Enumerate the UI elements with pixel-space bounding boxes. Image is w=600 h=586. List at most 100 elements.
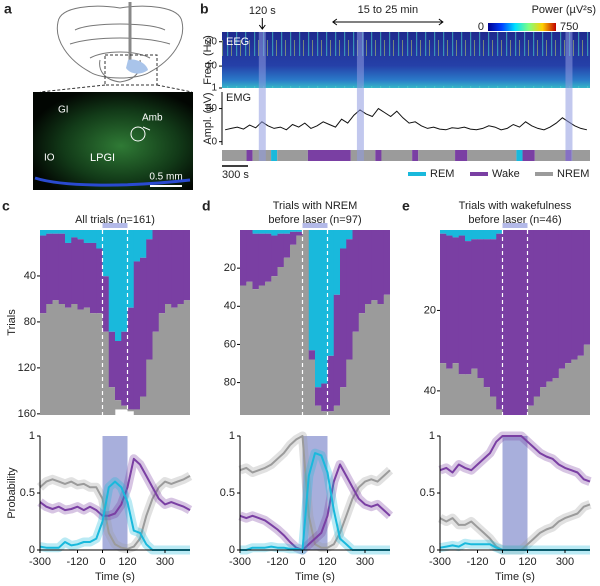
laser-window <box>258 32 266 161</box>
raster-cell <box>133 230 141 262</box>
y-tick-label: 20 <box>224 262 236 274</box>
raster-cell <box>346 239 353 360</box>
x-tick-label: -120 <box>66 556 88 568</box>
raster-cell <box>121 230 128 332</box>
raster-cell <box>133 409 141 415</box>
raster-cell <box>521 230 528 415</box>
x-axis-label: Time (s) <box>495 571 535 583</box>
annotation-arrow <box>258 18 266 30</box>
raster-cell <box>46 304 53 415</box>
raster-cell <box>477 239 485 378</box>
raster-cell <box>483 230 491 240</box>
raster-cell <box>440 230 447 234</box>
panel-title: Trials with NREM <box>273 200 358 212</box>
y-tick-label: 80 <box>224 376 236 388</box>
raster-cell <box>115 400 122 410</box>
raster-cell <box>308 230 316 351</box>
raster-cell <box>40 313 47 415</box>
raster-cell <box>90 313 97 415</box>
x-tick-label: 300 <box>356 556 374 568</box>
x-tick-label: 120 <box>318 556 336 568</box>
raster-cell <box>527 230 535 406</box>
raster-cell <box>40 235 47 314</box>
raster-cell <box>465 230 472 242</box>
x-tick-label: -300 <box>29 556 51 568</box>
hypnogram-segment <box>381 150 413 161</box>
panel-title: All trials (n=161) <box>75 214 155 226</box>
raster-cell <box>490 396 497 415</box>
raster-cell <box>583 230 590 345</box>
raster-cell <box>277 230 285 234</box>
y-tick-label: 40 <box>424 385 436 397</box>
colorbar-tick-label: 0 <box>478 21 484 33</box>
x-tick-label: 0 <box>299 556 305 568</box>
raster-cell <box>290 244 297 415</box>
raster-cell <box>258 233 266 286</box>
raster-cell <box>552 230 560 378</box>
raster-cell <box>271 235 278 277</box>
raster-cell <box>496 409 503 415</box>
raster-cell <box>546 381 553 415</box>
hypnogram-segment <box>222 150 247 161</box>
hypnogram-segment <box>271 150 278 161</box>
raster-cell <box>283 257 291 415</box>
raster-cell <box>271 276 278 415</box>
legend-label: NREM <box>557 168 589 180</box>
x-tick-label: 0 <box>499 556 505 568</box>
raster-cell <box>321 383 328 412</box>
hypnogram-segment <box>571 150 590 161</box>
x-tick-label: -300 <box>229 556 251 568</box>
y-tick-label: 0.5 <box>420 487 435 499</box>
raster-cell <box>121 405 128 410</box>
raster-cell <box>471 239 478 369</box>
x-tick-label: -120 <box>266 556 288 568</box>
raster-cell <box>483 239 491 388</box>
raster-cell <box>177 230 185 304</box>
raster-cell <box>258 285 266 415</box>
colorbar <box>488 23 556 31</box>
raster-cell <box>496 233 503 410</box>
raster-cell <box>246 281 253 415</box>
raster <box>40 230 190 415</box>
y-tick-label: 0.5 <box>220 487 235 499</box>
y-axis-label: Ampl. (µV) <box>202 92 214 144</box>
raster-cell <box>452 237 460 364</box>
y-tick-label: 50 <box>206 103 218 114</box>
probability-line <box>239 463 391 551</box>
region-label: LPGI <box>90 152 115 164</box>
colorbar-title: Power (µV²s) <box>532 4 596 16</box>
raster-cell <box>327 355 335 412</box>
raster-cell <box>65 230 72 243</box>
panel-letter: b <box>200 1 209 17</box>
raster-cell <box>177 304 185 415</box>
probability-line <box>439 435 591 483</box>
y-tick-label: 0.5 <box>20 487 35 499</box>
y-tick-label: 0 <box>229 544 235 556</box>
panel-title: Trials with wakefulness <box>459 200 572 212</box>
raster-cell <box>140 230 147 258</box>
raster-cell <box>265 281 272 415</box>
raster-cell <box>83 242 91 308</box>
raster-cell <box>46 230 53 234</box>
hypnogram-segment <box>246 150 253 161</box>
panel-letter: a <box>4 1 12 17</box>
raster-cell <box>321 411 328 415</box>
histology-edge <box>34 176 191 187</box>
y-tick-label: 0 <box>211 136 217 147</box>
raster-cell <box>552 378 560 415</box>
x-axis-label: Time (s) <box>95 571 135 583</box>
amb-circle <box>130 126 146 142</box>
y-tick-label: 20 <box>206 36 218 47</box>
raster <box>440 230 590 415</box>
raster-cell <box>146 359 153 415</box>
raster-cell <box>77 239 85 310</box>
raster-cell <box>240 285 247 415</box>
raster-cell <box>358 230 366 314</box>
spectrogram-texture <box>222 32 590 88</box>
y-tick-label: 40 <box>224 300 236 312</box>
y-tick-label: 0 <box>429 544 435 556</box>
raster-cell <box>158 313 166 415</box>
raster-cell <box>115 230 122 341</box>
y-tick-label: 1 <box>211 83 217 94</box>
raster-cell <box>308 350 316 360</box>
